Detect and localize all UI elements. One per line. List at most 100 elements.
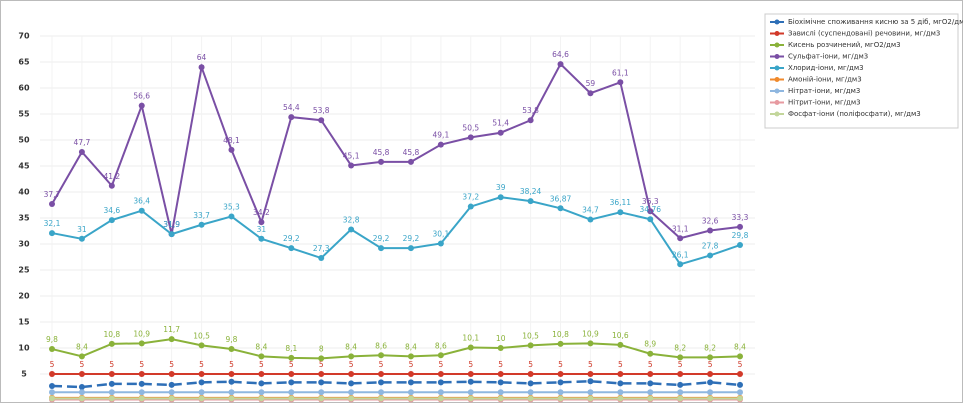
point xyxy=(78,353,85,360)
point xyxy=(467,371,474,377)
legend-dot xyxy=(774,88,780,94)
point xyxy=(378,379,385,386)
value-label: 47,7 xyxy=(74,138,91,147)
point xyxy=(378,352,385,359)
y-tick-label: 20 xyxy=(18,292,30,301)
value-label: 8,6 xyxy=(375,341,387,350)
point xyxy=(617,371,624,377)
legend-label: Кисень розчинений, мгО2/дм3 xyxy=(788,41,901,49)
value-label: 5 xyxy=(409,360,414,369)
y-tick-label: 15 xyxy=(18,318,30,327)
point xyxy=(407,353,414,360)
legend-dot xyxy=(774,31,780,36)
value-label: 5 xyxy=(618,360,623,369)
point xyxy=(587,340,594,347)
value-label: 51,4 xyxy=(492,119,509,128)
point xyxy=(707,252,714,259)
point xyxy=(437,395,444,402)
point xyxy=(78,389,85,396)
point xyxy=(557,395,564,402)
value-label: 5 xyxy=(259,360,264,369)
value-label: 27,3 xyxy=(313,244,330,253)
point xyxy=(288,389,295,396)
point xyxy=(198,379,205,386)
point xyxy=(49,382,55,389)
point xyxy=(378,395,385,402)
point xyxy=(557,389,564,396)
value-label: 8,4 xyxy=(76,342,88,351)
value-label: 8,4 xyxy=(255,342,267,351)
point xyxy=(168,231,175,238)
point xyxy=(647,395,654,402)
point xyxy=(497,395,504,402)
point xyxy=(557,205,564,212)
y-tick-label: 55 xyxy=(18,110,30,119)
point xyxy=(168,381,175,388)
legend-dot xyxy=(774,54,780,59)
value-label: 30,1 xyxy=(433,229,450,238)
point xyxy=(228,213,235,220)
value-label: 5 xyxy=(169,360,174,369)
point xyxy=(168,395,175,402)
point xyxy=(348,353,355,360)
point xyxy=(348,389,355,396)
point xyxy=(707,371,714,377)
point xyxy=(228,371,235,377)
point xyxy=(647,350,654,357)
value-label: 10,5 xyxy=(522,331,539,340)
value-label: 5 xyxy=(109,360,114,369)
value-label: 10,1 xyxy=(462,333,479,342)
point xyxy=(527,371,534,377)
legend-dot xyxy=(774,111,780,117)
y-tick-label: 30 xyxy=(18,240,30,249)
value-label: 5 xyxy=(648,360,653,369)
point xyxy=(258,389,265,396)
point xyxy=(108,395,115,402)
point xyxy=(108,371,115,377)
point xyxy=(108,340,115,347)
point xyxy=(437,352,444,359)
point xyxy=(437,371,444,377)
value-label: 29,2 xyxy=(283,234,300,243)
legend-label: Сульфат-іони, мг/дм3 xyxy=(788,53,868,61)
point xyxy=(617,380,624,387)
point xyxy=(258,371,265,377)
value-label: 64,6 xyxy=(552,50,569,59)
point xyxy=(647,208,654,215)
point xyxy=(437,389,444,396)
value-label: 9,8 xyxy=(46,335,58,344)
point xyxy=(437,379,444,386)
value-label: 31,1 xyxy=(672,224,689,233)
point xyxy=(378,158,385,165)
point xyxy=(49,230,55,237)
point xyxy=(228,378,235,385)
value-label: 49,1 xyxy=(433,131,450,140)
value-label: 10,9 xyxy=(133,329,150,338)
point xyxy=(78,384,85,390)
point xyxy=(258,395,265,402)
point xyxy=(198,64,205,71)
point xyxy=(527,395,534,402)
value-label: 54,4 xyxy=(283,103,300,112)
value-label: 45,1 xyxy=(343,151,360,160)
point xyxy=(527,117,534,124)
point xyxy=(497,345,504,351)
point xyxy=(467,203,474,210)
point xyxy=(617,341,624,348)
point xyxy=(677,381,684,388)
point xyxy=(288,114,295,121)
y-tick-label: 40 xyxy=(18,188,30,197)
value-label: 5 xyxy=(289,360,294,369)
value-label: 36,11 xyxy=(610,198,632,207)
point xyxy=(348,395,355,402)
point xyxy=(318,389,325,396)
point xyxy=(228,146,235,153)
value-label: 10,9 xyxy=(582,329,599,338)
value-label: 50,5 xyxy=(462,123,479,132)
y-tick-label: 50 xyxy=(18,136,30,145)
point xyxy=(437,240,444,247)
point xyxy=(108,182,115,189)
legend-label: Амоній-іони, мг/дм3 xyxy=(788,76,862,84)
point xyxy=(587,378,594,385)
